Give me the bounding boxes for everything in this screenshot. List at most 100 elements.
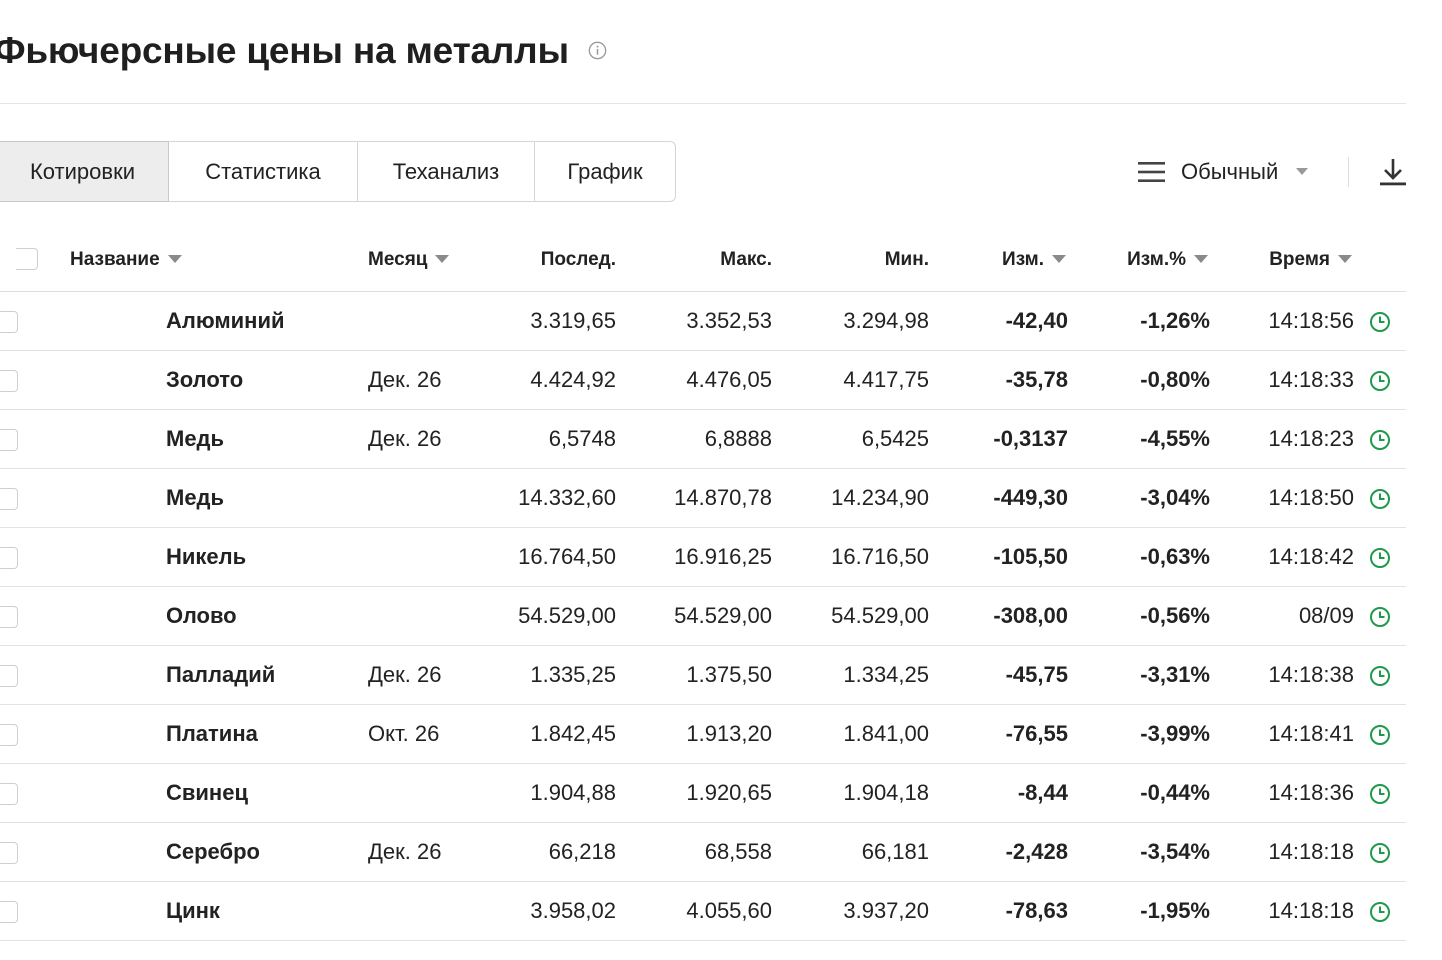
row-change: -105,50 <box>929 527 1068 587</box>
quotes-table: Название Месяц Послед. Макс. Мин. Изм. И… <box>0 228 1406 941</box>
row-checkbox[interactable] <box>0 606 18 629</box>
row-status <box>1354 763 1406 823</box>
page-title: Фьючерсные цены на металлы <box>0 30 569 71</box>
row-checkbox[interactable] <box>0 665 18 688</box>
row-change-pct: -0,80% <box>1068 350 1210 410</box>
row-month: Окт. 26 <box>360 704 508 764</box>
row-change: -449,30 <box>929 468 1068 528</box>
list-icon <box>1138 162 1165 182</box>
table-row[interactable]: Платина Окт. 26 1.842,45 1.913,20 1.841,00 -7… <box>0 704 1406 764</box>
col-time[interactable]: Время <box>1210 228 1354 292</box>
col-change[interactable]: Изм. <box>929 228 1068 292</box>
row-change-pct: -4,55% <box>1068 409 1210 469</box>
table-row[interactable]: Цинк 3.958,02 4.055,60 3.937,20 -78,63 -1,95%… <box>0 881 1406 941</box>
row-status <box>1354 881 1406 941</box>
title-divider <box>0 103 1406 104</box>
row-time: 14:18:36 <box>1210 763 1354 823</box>
table-row[interactable]: Алюминий 3.319,65 3.352,53 3.294,98 -42,40 -1… <box>0 291 1406 351</box>
clock-icon <box>1370 371 1390 392</box>
tab-quotes[interactable]: Котировки <box>0 141 169 202</box>
row-change: -2,428 <box>929 822 1068 882</box>
row-name[interactable]: Свинец <box>58 763 360 823</box>
row-change-pct: -3,99% <box>1068 704 1210 764</box>
row-checkbox[interactable] <box>0 783 18 806</box>
row-change-pct: -0,44% <box>1068 763 1210 823</box>
row-checkbox-cell <box>0 468 58 528</box>
row-checkbox[interactable] <box>0 311 18 334</box>
clock-icon <box>1370 666 1390 687</box>
row-high: 1.375,50 <box>616 645 772 705</box>
row-last: 16.764,50 <box>508 527 616 587</box>
row-name[interactable]: Палладий <box>58 645 360 705</box>
row-name[interactable]: Медь <box>58 468 360 528</box>
row-change-pct: -0,63% <box>1068 527 1210 587</box>
table-row[interactable]: Свинец 1.904,88 1.920,65 1.904,18 -8,44 -0,44… <box>0 763 1406 823</box>
tab-technical-analysis[interactable]: Теханализ <box>358 141 535 202</box>
tab-statistics[interactable]: Статистика <box>169 141 358 202</box>
row-month <box>360 527 508 587</box>
col-last[interactable]: Послед. <box>508 228 616 292</box>
col-status <box>1354 228 1406 292</box>
clock-icon <box>1370 312 1390 333</box>
sort-caret-icon <box>167 255 182 264</box>
row-name[interactable]: Медь <box>58 409 360 469</box>
row-high: 4.055,60 <box>616 881 772 941</box>
row-checkbox[interactable] <box>0 547 18 570</box>
table-row[interactable]: Никель 16.764,50 16.916,25 16.716,50 -105,50… <box>0 527 1406 587</box>
row-name[interactable]: Золото <box>58 350 360 410</box>
sort-caret-icon <box>1194 255 1208 264</box>
table-row[interactable]: Золото Дек. 26 4.424,92 4.476,05 4.417,75 -35… <box>0 350 1406 410</box>
table-row[interactable]: Медь 14.332,60 14.870,78 14.234,90 -449,30 -3… <box>0 468 1406 528</box>
row-high: 1.920,65 <box>616 763 772 823</box>
col-month[interactable]: Месяц <box>360 228 508 292</box>
row-name[interactable]: Цинк <box>58 881 360 941</box>
row-high: 3.352,53 <box>616 291 772 351</box>
row-last: 3.958,02 <box>508 881 616 941</box>
row-checkbox[interactable] <box>0 488 18 511</box>
select-all-checkbox-cell <box>0 228 58 292</box>
row-checkbox[interactable] <box>0 724 18 747</box>
row-last: 54.529,00 <box>508 586 616 646</box>
row-month: Дек. 26 <box>360 409 508 469</box>
info-icon[interactable] <box>588 41 607 60</box>
col-high[interactable]: Макс. <box>616 228 772 292</box>
tab-chart[interactable]: График <box>535 141 676 202</box>
view-mode-dropdown[interactable]: Обычный <box>1138 156 1309 188</box>
table-row[interactable]: Палладий Дек. 26 1.335,25 1.375,50 1.334,25-… <box>0 645 1406 705</box>
row-high: 16.916,25 <box>616 527 772 587</box>
table-row[interactable]: Медь Дек. 26 6,5748 6,8888 6,5425 -0,3137 -4,5… <box>0 409 1406 469</box>
col-low[interactable]: Мин. <box>772 228 929 292</box>
table-row[interactable]: Олово 54.529,00 54.529,00 54.529,00 -308,00-… <box>0 586 1406 646</box>
row-low: 16.716,50 <box>772 527 929 587</box>
col-name[interactable]: Название <box>58 228 360 292</box>
row-name[interactable]: Олово <box>58 586 360 646</box>
view-mode-label: Обычный <box>1181 159 1279 184</box>
row-time: 14:18:56 <box>1210 291 1354 351</box>
row-checkbox[interactable] <box>0 842 18 865</box>
row-change-pct: -1,26% <box>1068 291 1210 351</box>
select-all-checkbox[interactable] <box>16 248 38 271</box>
row-name[interactable]: Алюминий <box>58 291 360 351</box>
row-low: 14.234,90 <box>772 468 929 528</box>
row-name[interactable]: Платина <box>58 704 360 764</box>
row-last: 1.335,25 <box>508 645 616 705</box>
table-row[interactable]: Серебро Дек. 26 66,218 68,558 66,181 -2,428 -3… <box>0 822 1406 882</box>
row-change: -42,40 <box>929 291 1068 351</box>
row-checkbox-cell <box>0 586 58 646</box>
row-checkbox[interactable] <box>0 429 18 452</box>
row-status <box>1354 409 1406 469</box>
row-checkbox[interactable] <box>0 370 18 393</box>
row-low: 1.841,00 <box>772 704 929 764</box>
download-icon[interactable] <box>1379 157 1407 187</box>
row-name[interactable]: Никель <box>58 527 360 587</box>
row-checkbox[interactable] <box>0 901 18 924</box>
row-high: 68,558 <box>616 822 772 882</box>
row-time: 14:18:33 <box>1210 350 1354 410</box>
sort-caret-icon <box>435 255 450 264</box>
row-change: -45,75 <box>929 645 1068 705</box>
row-name[interactable]: Серебро <box>58 822 360 882</box>
clock-icon <box>1370 430 1390 451</box>
row-last: 14.332,60 <box>508 468 616 528</box>
col-change-pct[interactable]: Изм.% <box>1068 228 1210 292</box>
row-low: 66,181 <box>772 822 929 882</box>
